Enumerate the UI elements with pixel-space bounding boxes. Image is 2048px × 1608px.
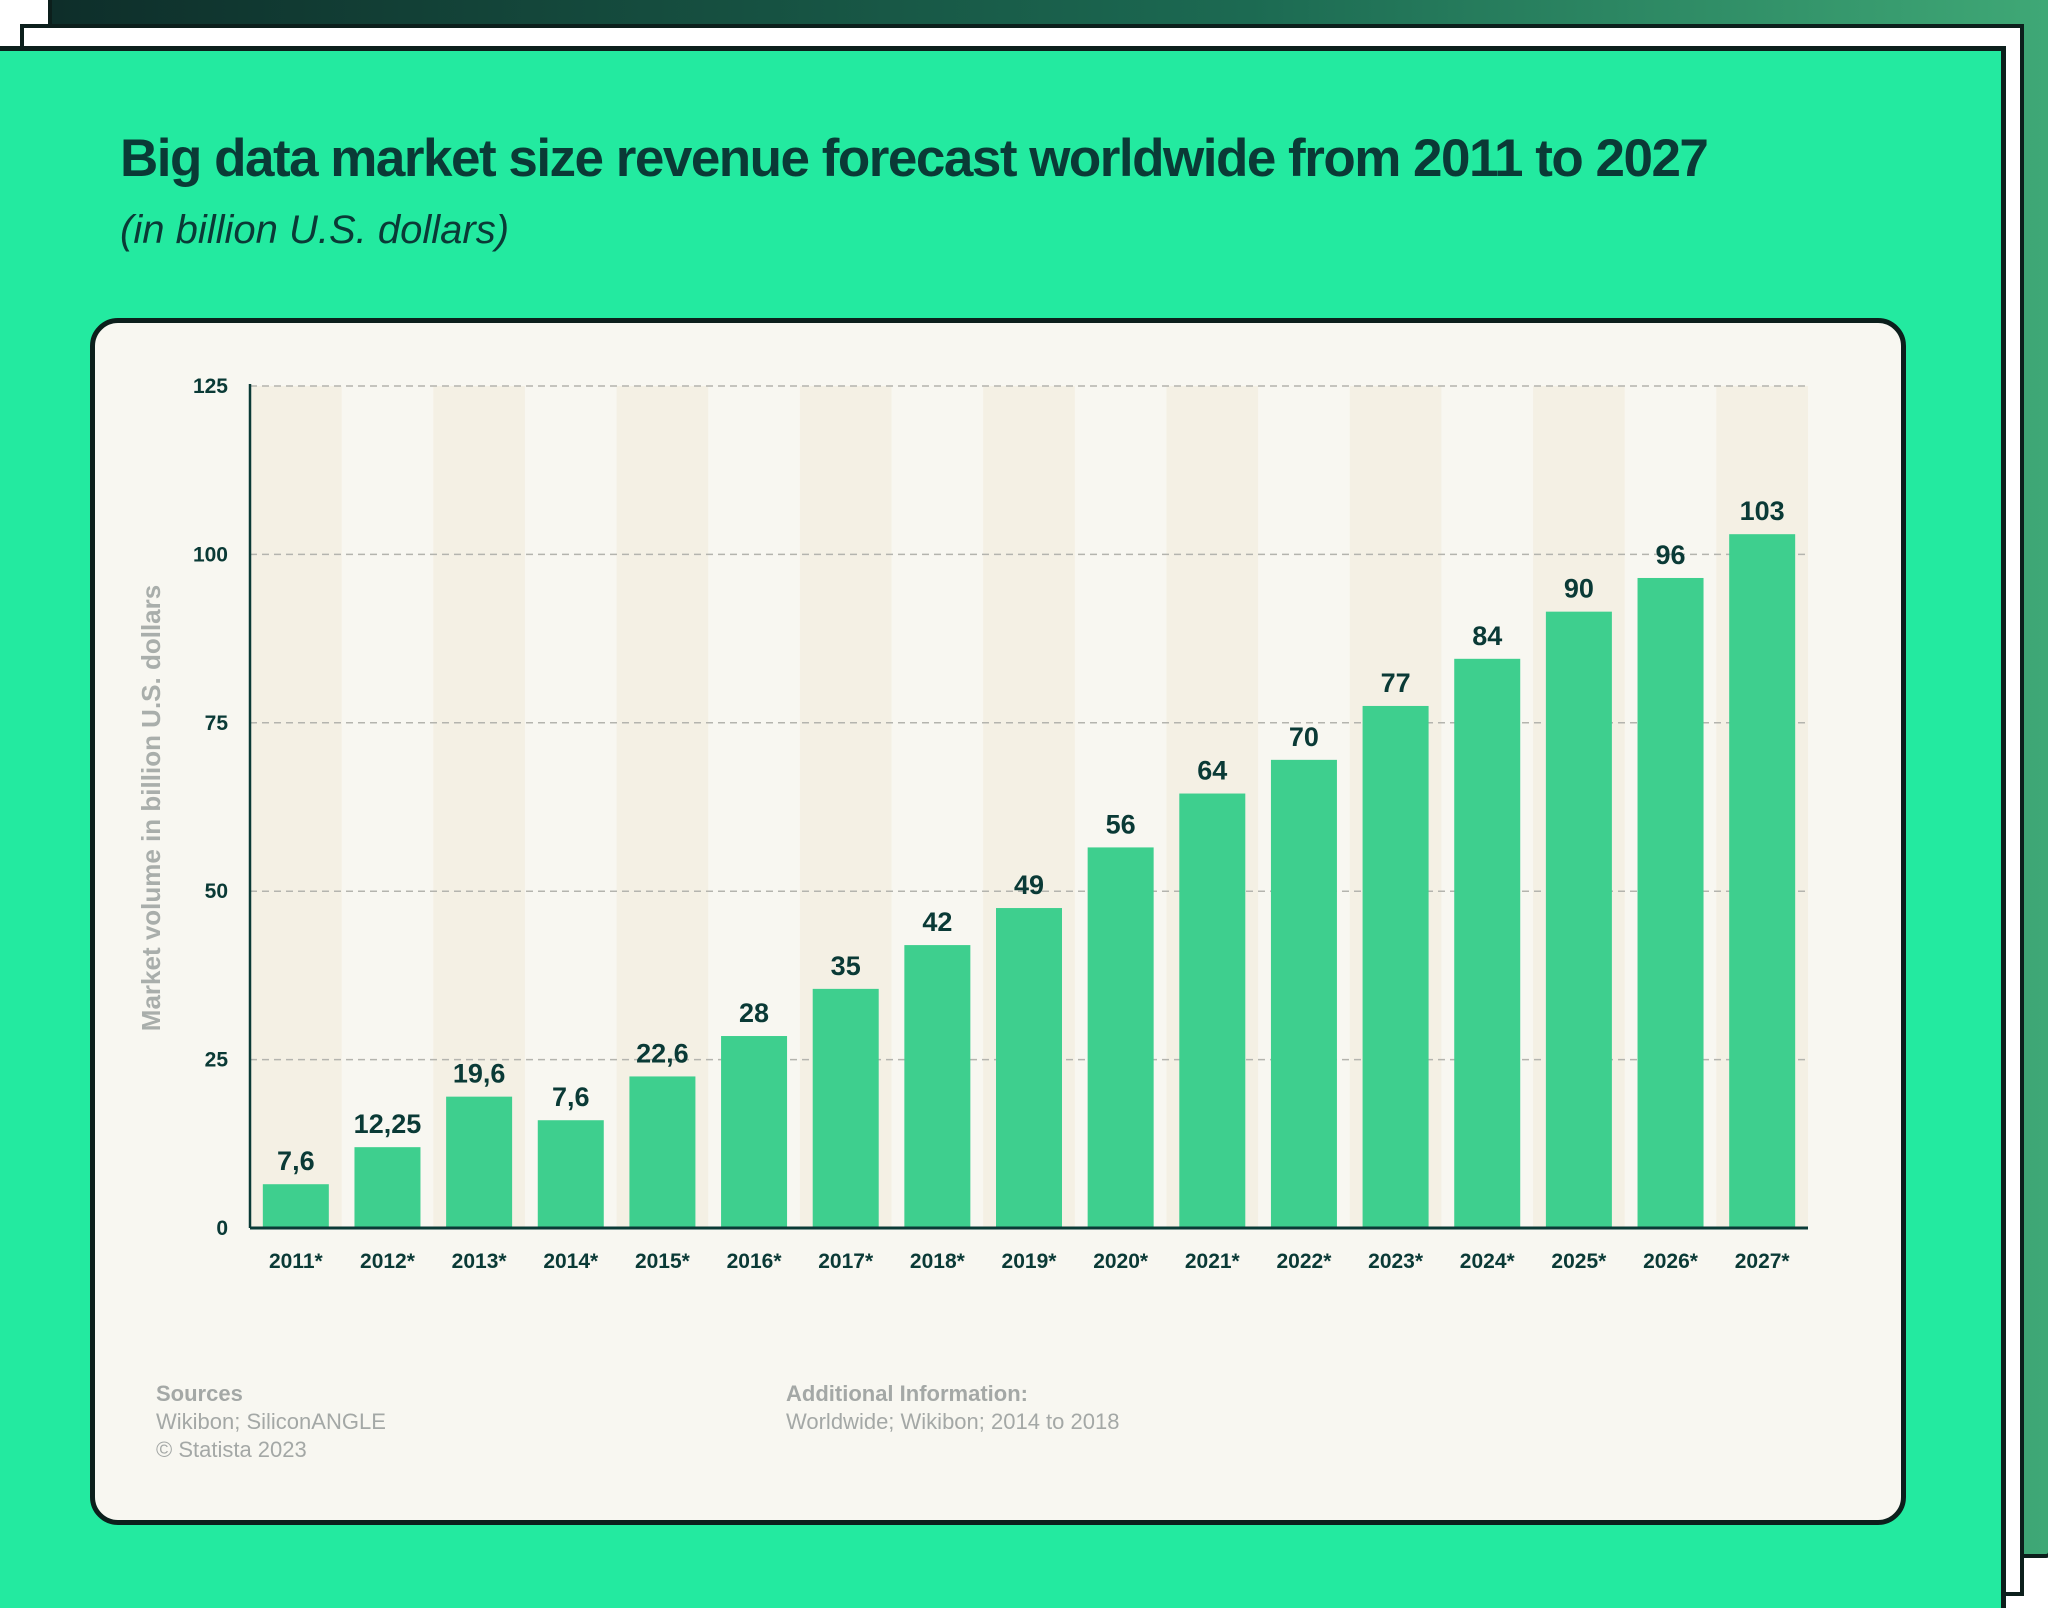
y-axis-title: Market volume in billion U.S. dollars (136, 585, 166, 1031)
chart-subtitle: (in billion U.S. dollars) (120, 208, 510, 252)
bar (537, 1120, 604, 1228)
value-label: 77 (1381, 668, 1411, 698)
sources-heading: Sources (156, 1381, 243, 1406)
value-label: 56 (1106, 809, 1136, 839)
y-tick-label: 75 (205, 712, 229, 735)
value-label: 90 (1564, 574, 1594, 604)
y-tick-label: 100 (193, 543, 228, 566)
column-stripe (250, 386, 342, 1228)
sources-block: Sources Wikibon; SiliconANGLE © Statista… (156, 1380, 386, 1464)
y-tick-label: 125 (193, 375, 228, 398)
bar (262, 1184, 329, 1228)
x-tick-label: 2011* (269, 1250, 324, 1273)
chart-title: Big data market size revenue forecast wo… (120, 129, 1709, 188)
x-tick-label: 2027* (1735, 1250, 1791, 1273)
value-label: 19,6 (453, 1059, 506, 1089)
value-label: 35 (831, 951, 861, 981)
x-tick-label: 2024* (1460, 1250, 1516, 1273)
bar (1179, 793, 1246, 1228)
bar (1637, 577, 1704, 1228)
bar (1454, 658, 1521, 1228)
value-label: 42 (922, 907, 952, 937)
value-label: 70 (1289, 722, 1319, 752)
bar (812, 988, 879, 1228)
x-tick-label: 2026* (1643, 1250, 1699, 1273)
bar (1729, 534, 1796, 1228)
bar (996, 908, 1062, 1228)
x-tick-label: 2022* (1276, 1250, 1332, 1273)
y-tick-label: 25 (205, 1049, 229, 1072)
x-tick-label: 2016* (727, 1250, 783, 1273)
bar (354, 1147, 421, 1228)
value-label: 64 (1197, 756, 1227, 786)
additional-info-block: Additional Information: Worldwide; Wikib… (786, 1380, 1119, 1436)
value-label: 12,25 (354, 1109, 422, 1139)
additional-info-text: Worldwide; Wikibon; 2014 to 2018 (786, 1409, 1120, 1434)
y-tick-label: 50 (205, 880, 228, 903)
value-label: 84 (1472, 621, 1502, 651)
bar (1362, 705, 1429, 1228)
x-tick-labels: 2011* 2012* 2013* 2014* 2015* 2016* 2017* 2018*… (269, 1250, 1790, 1273)
column-stripe (433, 386, 525, 1228)
x-tick-label: 2025* (1551, 1250, 1607, 1273)
value-label: 7,6 (277, 1146, 315, 1176)
bar (629, 1076, 696, 1228)
value-label: 28 (739, 998, 769, 1028)
x-tick-label: 2023* (1368, 1250, 1424, 1273)
bar-series (262, 534, 1796, 1228)
additional-info-heading: Additional Information: (786, 1381, 1028, 1406)
x-tick-label: 2018* (910, 1250, 966, 1273)
value-label: 7,6 (552, 1082, 590, 1112)
bar (1545, 611, 1612, 1228)
value-label: 49 (1014, 870, 1044, 900)
x-tick-label: 2021* (1185, 1250, 1241, 1273)
x-tick-label: 2019* (1002, 1250, 1058, 1273)
y-tick-labels: 0 25 50 75 100 125 (193, 375, 228, 1240)
value-label: 103 (1740, 496, 1785, 526)
y-tick-label: 0 (216, 1217, 228, 1240)
value-labels: 7,6 12,25 19,6 7,6 22,6 28 35 42 49 56 64 70 77 84 90 9… (277, 496, 1785, 1176)
bar (721, 1036, 788, 1228)
bar (1087, 847, 1154, 1228)
axes (248, 384, 1808, 1230)
x-tick-label: 2020* (1093, 1250, 1149, 1273)
x-tick-label: 2012* (360, 1250, 416, 1273)
value-label: 96 (1656, 540, 1686, 570)
x-tick-label: 2014* (543, 1250, 599, 1273)
bar (904, 945, 971, 1228)
copyright-text: © Statista 2023 (156, 1437, 307, 1462)
sources-text: Wikibon; SiliconANGLE (156, 1409, 386, 1434)
bar (1270, 759, 1337, 1228)
x-tick-label: 2017* (818, 1250, 874, 1273)
x-tick-label: 2013* (452, 1250, 508, 1273)
value-label: 22,6 (636, 1038, 689, 1068)
bar (446, 1096, 513, 1228)
x-tick-label: 2015* (635, 1250, 691, 1273)
